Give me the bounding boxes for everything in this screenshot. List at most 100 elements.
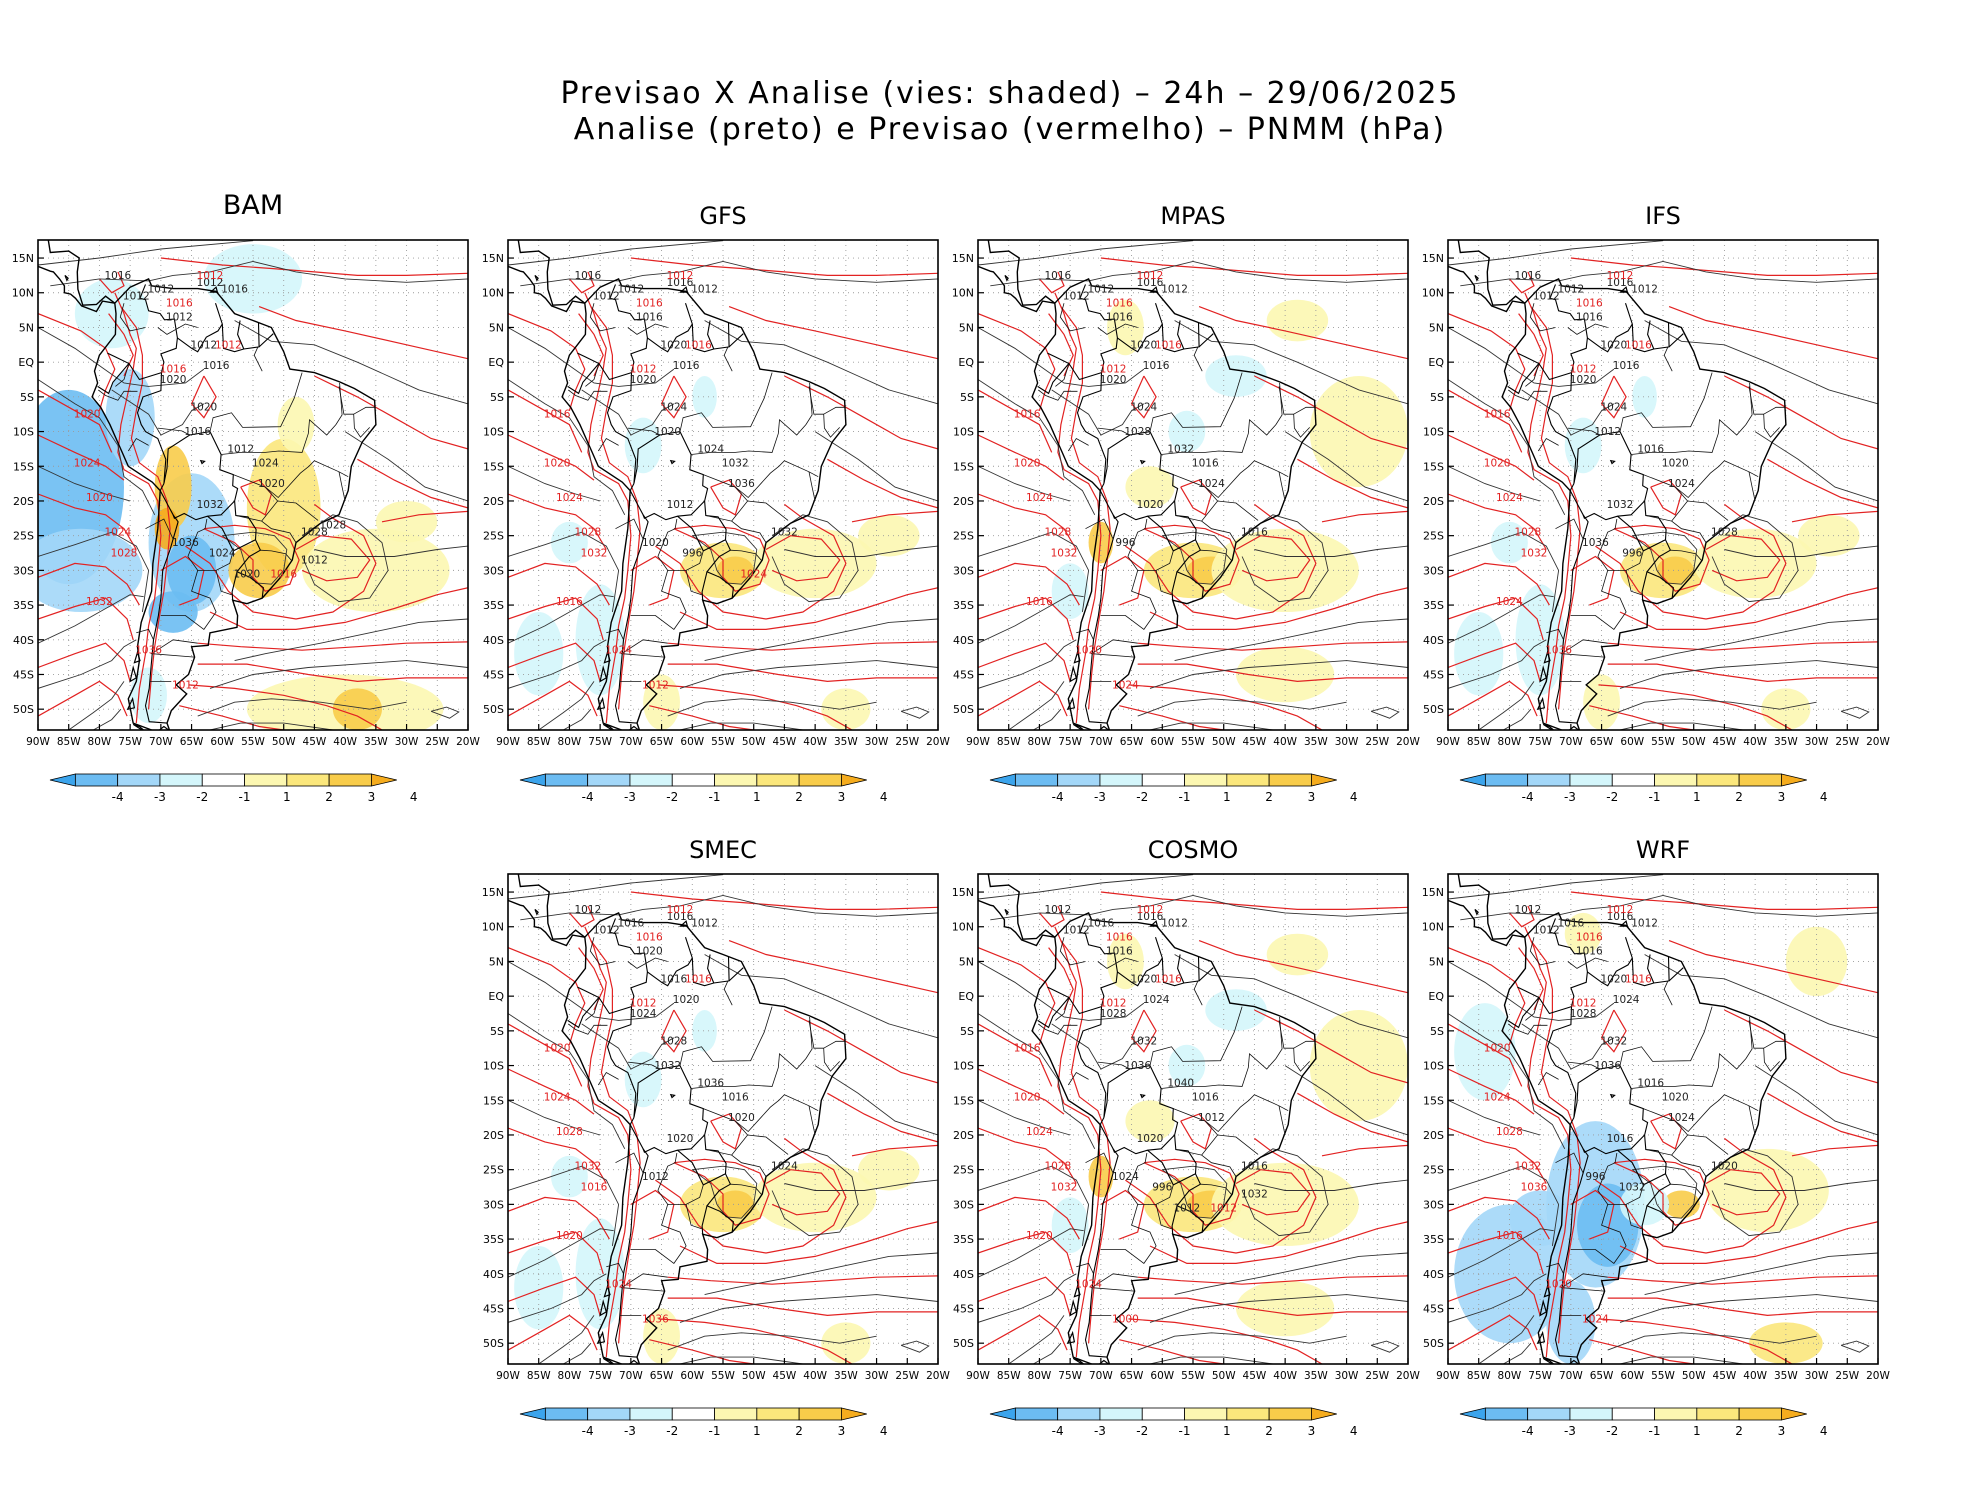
country-border	[577, 986, 632, 1015]
forecast-isobar	[710, 1113, 743, 1150]
analysis-isobar-label: 1032	[1130, 1036, 1157, 1048]
lon-tick-label: 80W	[1028, 1370, 1052, 1382]
analysis-isobar-label: 1020	[1711, 1161, 1738, 1173]
state-border	[1037, 389, 1078, 401]
country-border	[1517, 986, 1572, 1015]
analysis-isobar-label: 1012	[1173, 1202, 1200, 1214]
forecast-isobar	[38, 434, 125, 481]
analysis-isobar	[520, 895, 938, 921]
forecast-isobar-label: 1028	[1044, 527, 1071, 539]
forecast-isobar	[1570, 891, 1878, 910]
state-border	[1529, 303, 1556, 332]
analysis-isobar	[1754, 1065, 1878, 1136]
colorbar-cell	[989, 773, 1016, 787]
colorbar-label: -1	[239, 790, 251, 804]
forecast-isobar	[1180, 479, 1213, 516]
analysis-isobar-label: 1016	[1192, 1091, 1219, 1103]
state-border	[160, 570, 217, 630]
forecast-isobar	[508, 642, 601, 682]
forecast-isobar	[1598, 1318, 1793, 1364]
analysis-isobar-label: 1024	[209, 547, 236, 559]
state-border	[597, 437, 619, 452]
analysis-isobar-label: 1012	[1533, 925, 1560, 937]
bias-shading	[1236, 646, 1335, 703]
country-border	[701, 1205, 708, 1235]
colorbar-label: 1	[1223, 1424, 1231, 1438]
forecast-isobar	[1607, 663, 1878, 683]
analysis-isobar-label: 1012	[166, 312, 193, 324]
lat-tick-label: 15N	[952, 252, 974, 265]
forecast-isobar	[508, 1231, 604, 1274]
analysis-isobar	[1724, 1179, 1878, 1191]
island	[1474, 908, 1479, 916]
analysis-isobar-label: 1024	[1613, 994, 1640, 1006]
lat-tick-label: 50S	[483, 1337, 504, 1350]
island	[1139, 459, 1146, 465]
lon-tick-label: 50W	[742, 1370, 766, 1382]
country-border	[1631, 957, 1684, 987]
forecast-isobar	[38, 680, 128, 717]
colorbar-cell	[756, 1407, 800, 1421]
state-border	[627, 323, 668, 335]
state-border	[567, 1023, 608, 1035]
forecast-isobar-label: 1016	[160, 364, 187, 376]
forecast-isobar	[851, 510, 938, 523]
bias-shading	[716, 1190, 754, 1219]
colorbar-label: -1	[709, 1424, 721, 1438]
figure-title-line-1: Previsao X Analise (vies: shaded) – 24h …	[560, 76, 1460, 111]
state-border	[823, 406, 845, 438]
island	[599, 665, 608, 683]
state-border	[685, 570, 702, 596]
bias-shading	[716, 556, 754, 585]
state-border	[209, 372, 303, 432]
lon-tick-label: 70W	[149, 736, 173, 748]
lat-tick-label: 5N	[1429, 955, 1444, 968]
country-border	[1546, 918, 1588, 1118]
state-border	[1555, 518, 1584, 540]
state-border	[691, 382, 813, 455]
analysis-isobar	[234, 320, 468, 405]
lat-tick-label: 5S	[960, 391, 974, 404]
country-border	[1641, 571, 1648, 601]
state-border	[1278, 471, 1286, 502]
analysis-isobar-label: 1016	[1637, 443, 1664, 455]
analysis-isobar-label: 1020	[642, 537, 669, 549]
state-border	[221, 382, 343, 455]
bias-shading	[375, 500, 438, 543]
forecast-isobar	[568, 905, 595, 928]
lat-tick-label: 25S	[13, 530, 34, 543]
state-border	[1567, 957, 1608, 969]
state-border	[691, 1016, 813, 1089]
forecast-isobar-label: 1012	[1100, 998, 1127, 1010]
analysis-isobar	[1448, 1099, 1541, 1136]
state-border	[730, 1183, 763, 1195]
state-border	[679, 372, 773, 432]
colorbar-cell	[671, 1407, 715, 1421]
analysis-isobar-label: 1016	[1576, 312, 1603, 324]
colorbar-label: 3	[1308, 790, 1316, 804]
forecast-isobar	[765, 535, 841, 582]
analysis-isobar	[1008, 681, 1065, 730]
lon-tick-label: 25W	[1365, 1370, 1389, 1382]
lat-tick-label: 30S	[483, 1198, 504, 1211]
forecast-isobar	[784, 1009, 938, 1084]
country-border	[1667, 322, 1670, 347]
country-border	[136, 284, 178, 484]
analysis-isobar	[900, 706, 930, 719]
lon-tick-label: 85W	[997, 1370, 1021, 1382]
forecast-isobar-label: 1032	[581, 547, 608, 559]
lon-tick-label: 30W	[1335, 1370, 1359, 1382]
island	[209, 286, 219, 293]
analysis-isobar	[301, 514, 389, 603]
lat-tick-label: EQ	[488, 990, 504, 1003]
lon-tick-label: 50W	[742, 736, 766, 748]
analysis-isobar	[978, 531, 1090, 613]
forecast-isobar-label: 1016	[685, 339, 712, 351]
analysis-isobar	[784, 1179, 938, 1191]
coastline	[1031, 911, 1317, 1364]
forecast-isobar	[508, 1127, 607, 1184]
forecast-isobar	[1448, 947, 1526, 1045]
forecast-isobar	[197, 641, 468, 651]
lat-tick-label: 10S	[953, 1060, 974, 1073]
state-border	[1555, 1152, 1584, 1174]
